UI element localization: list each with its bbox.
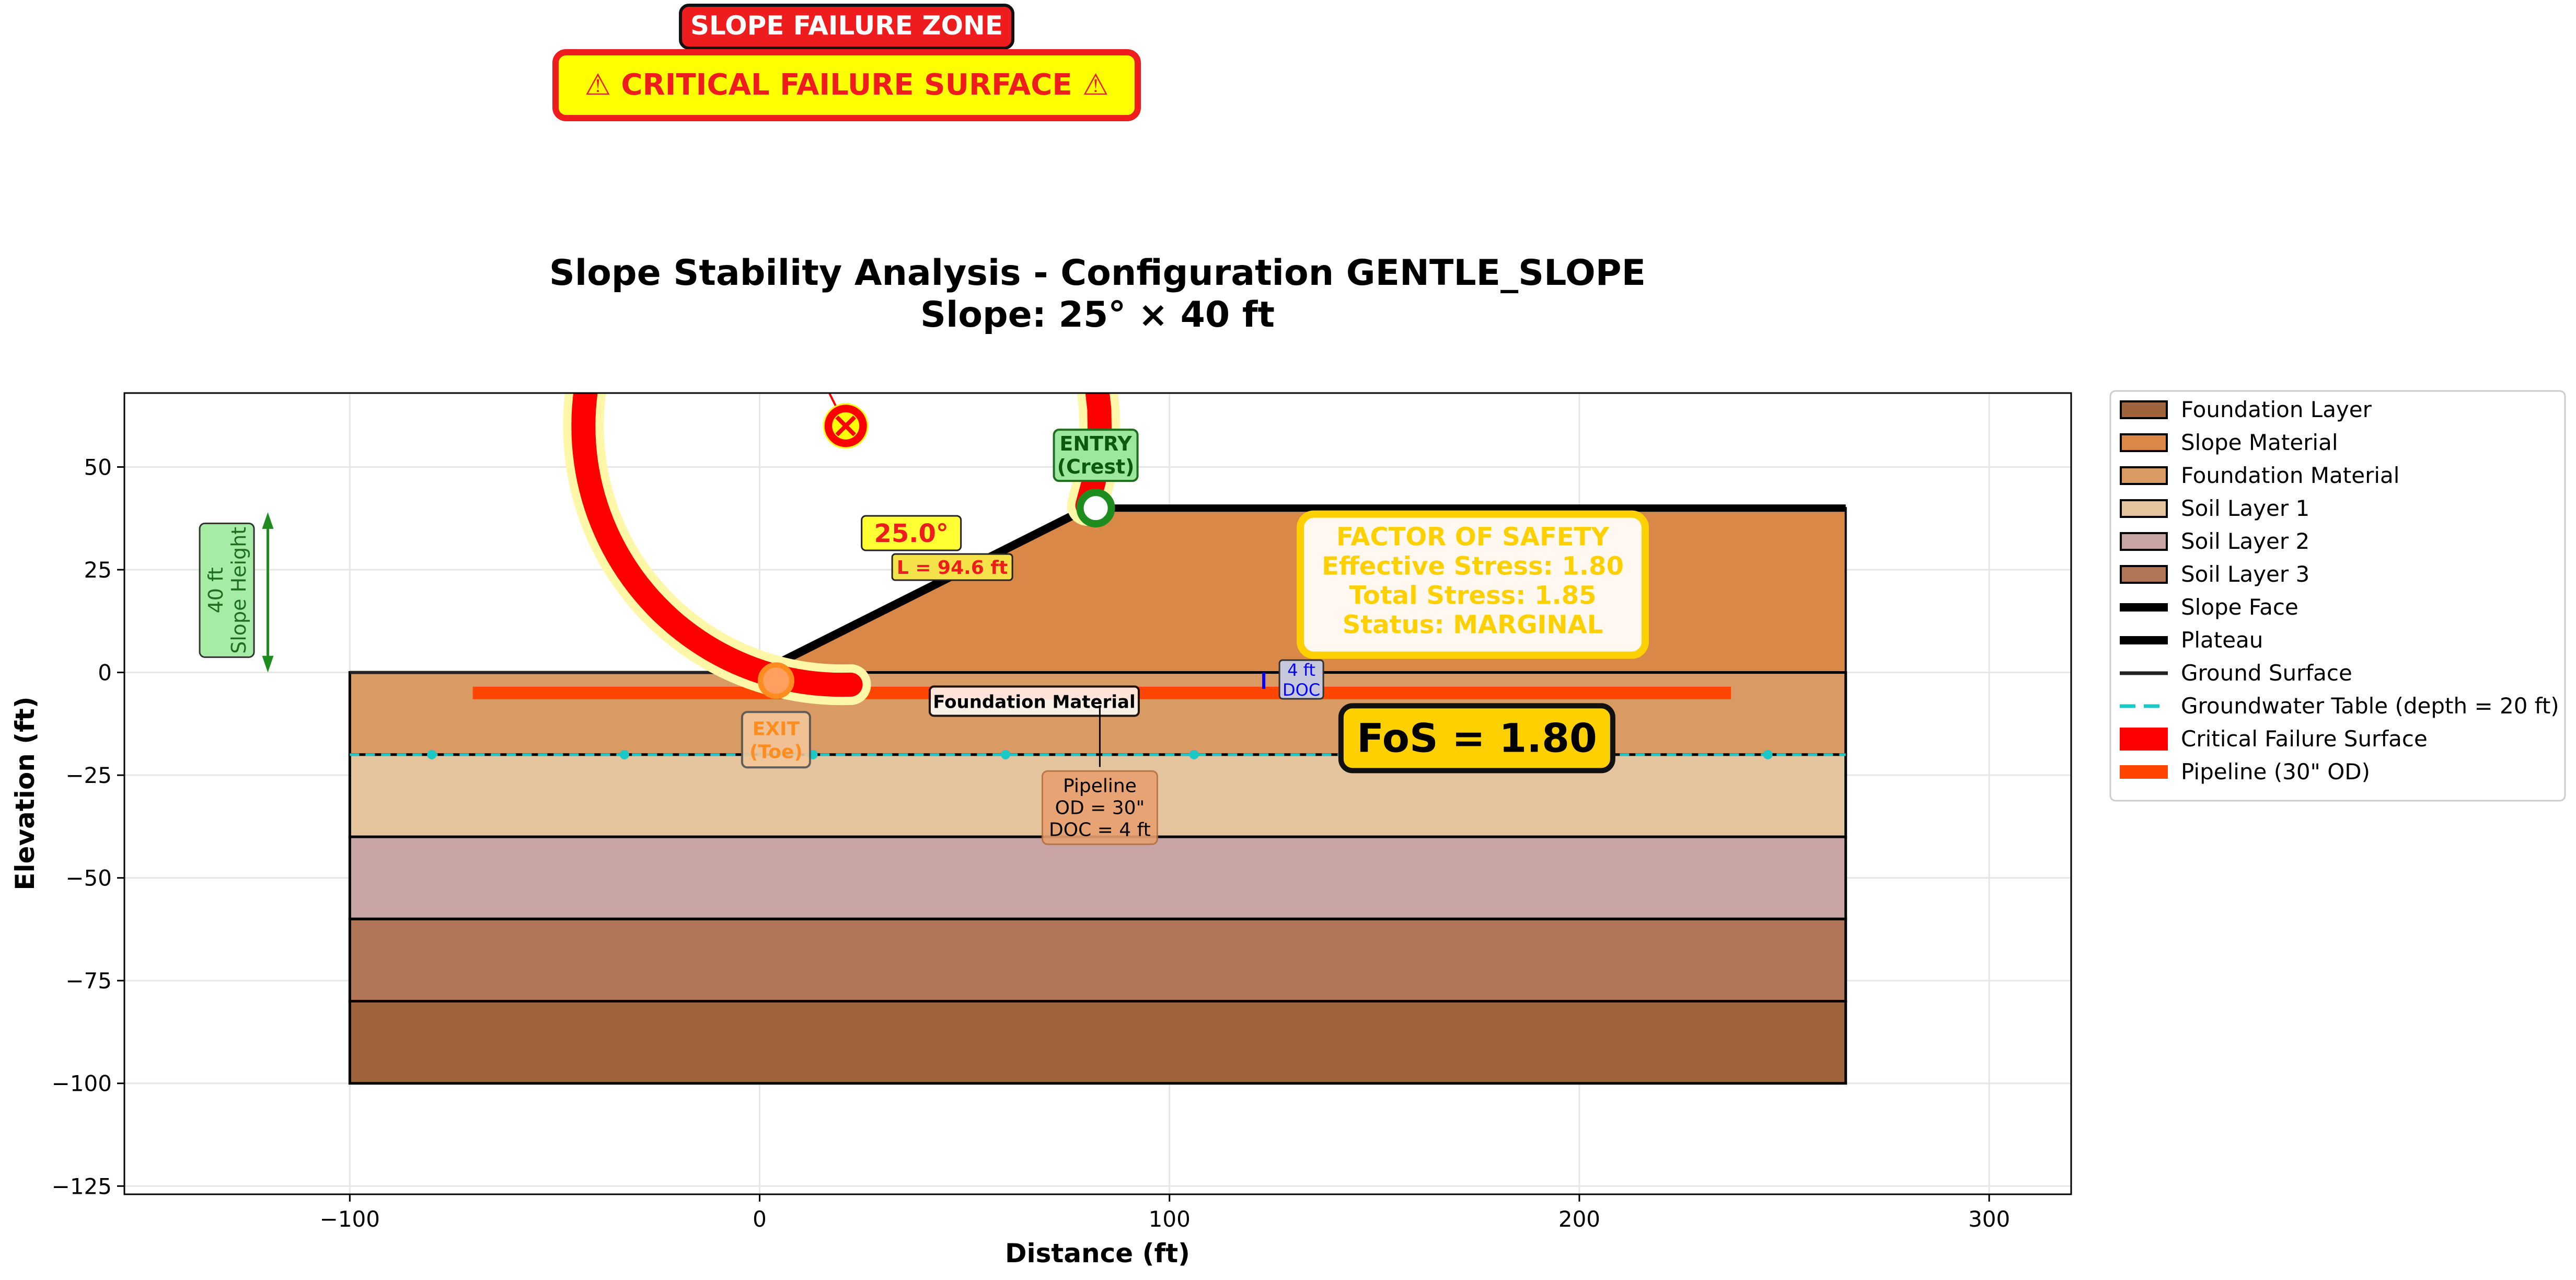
y-tick-label: −25: [65, 763, 112, 788]
foundation-layer-area: [348, 1000, 1847, 1085]
legend-soil-layer-1-label: Soil Layer 1: [2181, 495, 2309, 521]
banner-critical-failure-surface: ⚠ CRITICAL FAILURE SURFACE ⚠: [552, 49, 1141, 121]
groundwater-marker: [1763, 749, 1773, 759]
entry-label: ENTRY (Crest): [1057, 432, 1135, 478]
length-label-box: [891, 553, 1013, 581]
legend-frame: [2109, 390, 2566, 802]
axis-ticks: −100 0 100 200 300 50 25 0 −25 −50 −75 −100 −125: [52, 455, 2011, 1232]
legend-foundation-material-swatch: [2120, 466, 2168, 485]
legend-pipeline-30-od-label: Pipeline (30" OD): [2181, 759, 2370, 785]
legend-soil-layer-2-swatch: [2120, 532, 2168, 551]
legend-foundation-layer-label: Foundation Layer: [2181, 397, 2372, 422]
chart-title: Slope Stability Analysis - Configuration…: [549, 252, 1646, 294]
legend-plateau-label: Plateau: [2181, 627, 2263, 653]
foundation-material-label: Foundation Material: [933, 691, 1135, 712]
groundwater-marker: [1189, 749, 1199, 759]
factor-of-safety-box: [1297, 510, 1649, 659]
groundwater-marker: [619, 749, 629, 759]
pipeline-callout-label: Pipeline OD = 30" DOC = 4 ft: [1049, 775, 1151, 840]
legend-soil-layer-1-swatch: [2120, 499, 2168, 518]
entry-label-box: [1053, 429, 1139, 482]
groundwater-marker: [1001, 749, 1011, 759]
x-tick-label: 200: [1558, 1206, 1600, 1232]
banner-critical-failure-surface-text: ⚠ CRITICAL FAILURE SURFACE ⚠: [585, 68, 1109, 102]
doc-label: 4 ft DOC: [1283, 660, 1320, 700]
y-tick-label: 25: [84, 557, 112, 583]
fos-badge-text: FoS = 1.80: [1357, 714, 1597, 761]
groundwater-marker: [427, 749, 437, 759]
legend-soil-layer-3-label: Soil Layer 3: [2181, 561, 2309, 587]
entry-marker: [1076, 489, 1115, 528]
legend-slope-material-label: Slope Material: [2181, 430, 2338, 455]
exit-marker: [757, 662, 794, 699]
foundation-label-box: [928, 685, 1140, 717]
legend-critical-failure-surface-label: Critical Failure Surface: [2181, 726, 2428, 752]
pipeline-callout-box: [1041, 770, 1158, 845]
y-tick-label: 0: [98, 660, 112, 686]
exit-label: EXIT (Toe): [749, 718, 803, 763]
x-tick-label: 300: [1968, 1206, 2010, 1232]
legend-soil-layer-2-label: Soil Layer 2: [2181, 528, 2309, 554]
fos-badge: [1338, 703, 1615, 774]
legend-ground-surface-label: Ground Surface: [2181, 660, 2352, 686]
plot-frame: [123, 392, 2072, 1195]
slope-height-arrowhead-bottom: [262, 655, 274, 673]
y-tick-label: −100: [52, 1071, 112, 1097]
y-tick-label: 50: [84, 455, 112, 480]
y-tick-label: −50: [65, 866, 112, 891]
y-tick-label: −75: [65, 968, 112, 994]
chart-subtitle: Slope: 25° × 40 ft: [920, 294, 1275, 336]
soil-layer-2-area: [348, 835, 1847, 920]
annotations: ENTRY (Crest) EXIT (Toe) 25.0° L = 94.6 ft 40 …: [199, 429, 1649, 845]
legend-foundation-layer-swatch: [2120, 400, 2168, 419]
exit-label-box: [741, 711, 811, 769]
slope-height-label: 40 ftSlope Height: [204, 527, 250, 654]
doc-label-box: [1278, 659, 1324, 700]
soil-layer-3-area: [348, 917, 1847, 1003]
length-label: L = 94.6 ft: [897, 557, 1008, 579]
legend-groundwater-table-depth-20-ft-label: Groundwater Table (depth = 20 ft): [2181, 693, 2559, 719]
angle-label-box: [861, 515, 962, 551]
slope-height-arrowhead-top: [262, 512, 274, 529]
legend-slope-face-label: Slope Face: [2181, 594, 2298, 620]
x-tick-label: 100: [1149, 1206, 1191, 1232]
legend: Foundation Layer Slope Material Foundation…: [2109, 390, 2566, 802]
slope-height-box: [199, 522, 255, 658]
y-tick-label: −125: [52, 1173, 112, 1199]
slope-face-line: [757, 504, 1090, 676]
failure-center-x-icon: [835, 416, 857, 436]
factor-of-safety-text: FACTOR OF SAFETY Effective Stress: 1.80 To…: [1322, 523, 1624, 640]
banner-slope-failure-zone: SLOPE FAILURE ZONE: [679, 4, 1014, 50]
legend-slope-material-swatch: [2120, 433, 2168, 452]
angle-label: 25.0°: [874, 519, 948, 548]
x-tick-label: −100: [320, 1206, 380, 1232]
critical-failure-surface-arc: [571, 393, 1112, 697]
legend-soil-layer-3-swatch: [2120, 565, 2168, 584]
legend-foundation-material-label: Foundation Material: [2181, 463, 2399, 488]
x-axis-label: Distance (ft): [1005, 1238, 1190, 1269]
x-tick-label: 0: [753, 1206, 767, 1232]
y-axis-label: Elevation (ft): [10, 696, 40, 890]
banner-slope-failure-zone-text: SLOPE FAILURE ZONE: [690, 10, 1003, 41]
